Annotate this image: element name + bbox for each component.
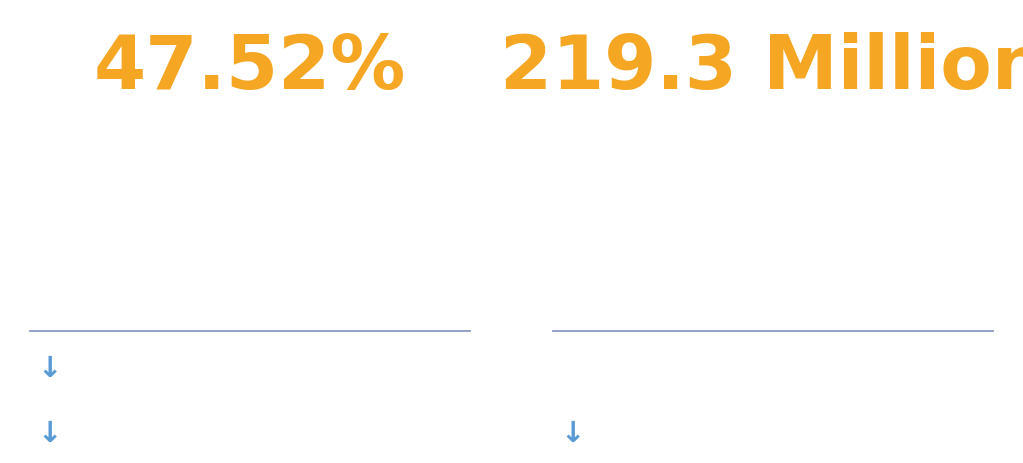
Text: since last week: since last week	[703, 354, 955, 382]
Text: since last month: since last month	[703, 419, 975, 447]
Text: 7.2%: 7.2%	[85, 419, 166, 447]
Text: ↓: ↓	[38, 354, 62, 382]
Text: 0.0%: 0.0%	[608, 354, 688, 382]
Text: since last week: since last week	[180, 354, 433, 382]
Text: —: —	[559, 354, 587, 382]
Text: ↓: ↓	[38, 419, 62, 447]
Text: 47.52%: 47.52%	[94, 32, 406, 105]
Text: since last month: since last month	[180, 419, 452, 447]
Text: 219.3 Million: 219.3 Million	[500, 32, 1023, 105]
Text: of the U.S. and 56.73% of
the lower 48 states are in
drought this week.: of the U.S. and 56.73% of the lower 48 s…	[53, 167, 447, 263]
Text: 5.2%: 5.2%	[608, 419, 688, 447]
Text: acres of crops in U.S. are
experiencing drought
conditions this week.: acres of crops in U.S. are experiencing …	[581, 167, 965, 263]
Text: 1.0%: 1.0%	[85, 354, 166, 382]
Text: ↓: ↓	[561, 419, 585, 447]
